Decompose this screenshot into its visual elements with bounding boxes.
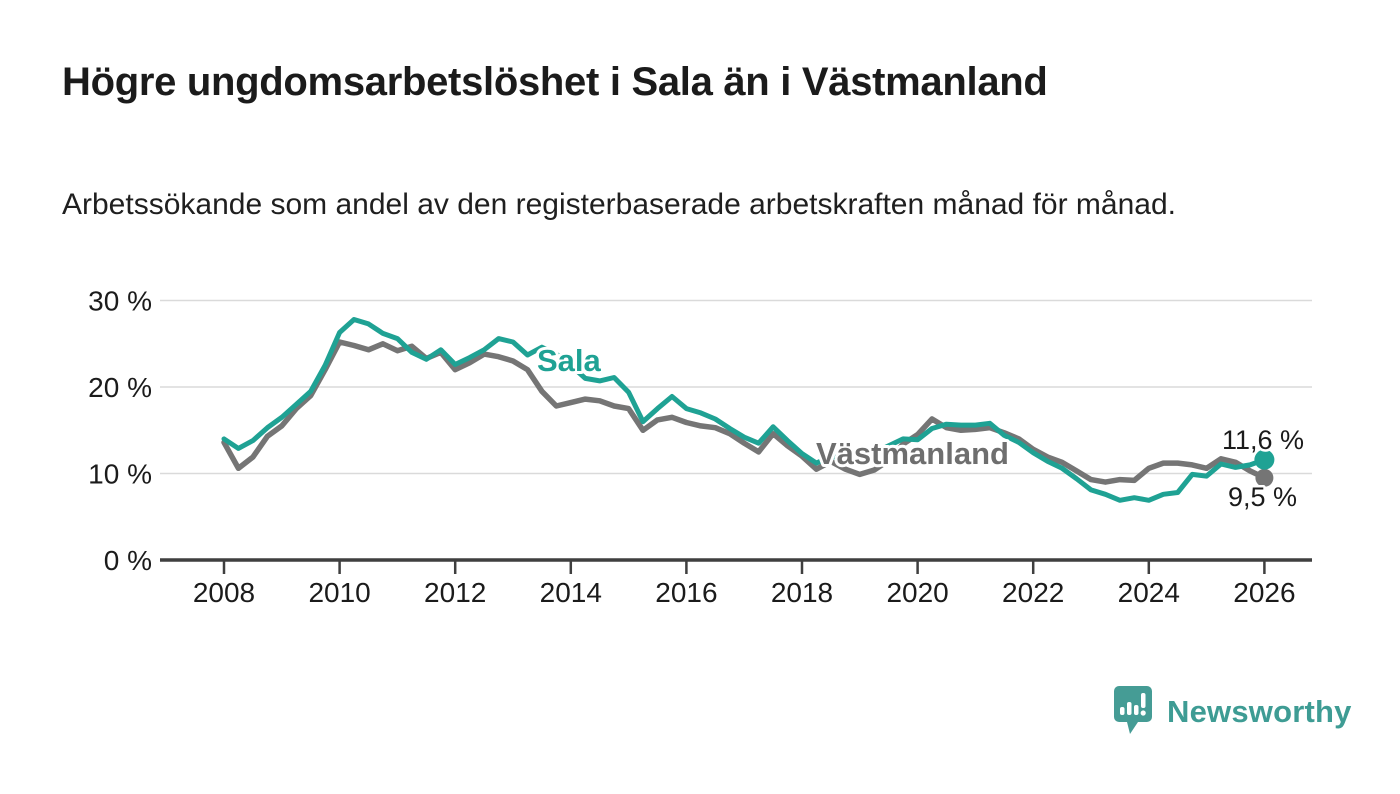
x-tick-label: 2022 <box>1002 577 1064 608</box>
sala-end-value-label: 11,6 % <box>1222 425 1304 455</box>
vastmanland-series-label: Västmanland <box>816 436 1009 471</box>
x-tick-label: 2018 <box>771 577 833 608</box>
vastmanland-end-dot <box>1255 468 1274 487</box>
newsworthy-logo-text: Newsworthy <box>1167 694 1352 729</box>
vastmanland-line <box>221 339 1268 485</box>
sala-series-label: Sala <box>537 343 602 378</box>
newsworthy-logo: Newsworthy <box>1112 684 1352 740</box>
vastmanland-end-value-label: 9,5 % <box>1228 482 1297 512</box>
chart-subtitle: Arbetssökande som andel av den registerb… <box>62 188 1176 221</box>
x-tick-label: 2010 <box>308 577 370 608</box>
newsworthy-speech-bubble-bar-chart-icon <box>1114 686 1152 734</box>
x-tick-label: 2016 <box>655 577 717 608</box>
y-tick-label: 10 % <box>88 459 152 490</box>
sala-line <box>221 317 1267 503</box>
page-title: Högre ungdomsarbetslöshet i Sala än i Vä… <box>62 60 1048 104</box>
x-tick-label: 2012 <box>424 577 486 608</box>
x-tick-label: 2008 <box>193 577 255 608</box>
x-tick-label: 2026 <box>1233 577 1295 608</box>
line-chart: 0 % 10 % 20 % 30 % 2008 2010 2012 2014 2016 2018 2… <box>88 286 1312 608</box>
sala-end-dot <box>1254 449 1275 470</box>
x-tick-label: 2024 <box>1118 577 1180 608</box>
y-tick-label: 30 % <box>88 286 152 317</box>
x-tick-label: 2014 <box>540 577 602 608</box>
y-tick-label: 20 % <box>88 372 152 403</box>
x-tick-label: 2020 <box>886 577 948 608</box>
y-tick-label: 0 % <box>104 545 152 576</box>
